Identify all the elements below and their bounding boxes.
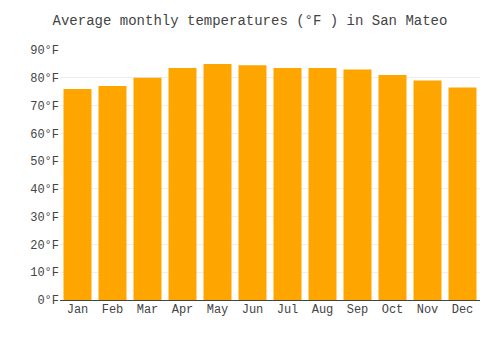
svg-text:Sep: Sep: [347, 303, 369, 317]
svg-text:50°F: 50°F: [30, 155, 59, 169]
svg-text:Dec: Dec: [452, 303, 474, 317]
svg-text:90°F: 90°F: [30, 44, 59, 58]
svg-text:Jun: Jun: [242, 303, 264, 317]
svg-text:Aug: Aug: [312, 303, 334, 317]
svg-text:Average monthly temperatures (: Average monthly temperatures (°F ) in Sa…: [53, 13, 448, 29]
svg-text:Jul: Jul: [277, 303, 299, 317]
svg-text:60°F: 60°F: [30, 128, 59, 142]
svg-text:Nov: Nov: [417, 303, 439, 317]
svg-text:Oct: Oct: [382, 303, 404, 317]
svg-text:30°F: 30°F: [30, 211, 59, 225]
svg-text:May: May: [207, 303, 229, 317]
svg-text:10°F: 10°F: [30, 266, 59, 280]
svg-text:20°F: 20°F: [30, 239, 59, 253]
svg-text:80°F: 80°F: [30, 72, 59, 86]
svg-text:40°F: 40°F: [30, 183, 59, 197]
svg-text:Feb: Feb: [102, 303, 124, 317]
svg-text:70°F: 70°F: [30, 100, 59, 114]
svg-text:Jan: Jan: [67, 303, 89, 317]
svg-text:0°F: 0°F: [37, 294, 59, 308]
svg-text:Mar: Mar: [137, 303, 159, 317]
svg-text:Apr: Apr: [172, 303, 194, 317]
